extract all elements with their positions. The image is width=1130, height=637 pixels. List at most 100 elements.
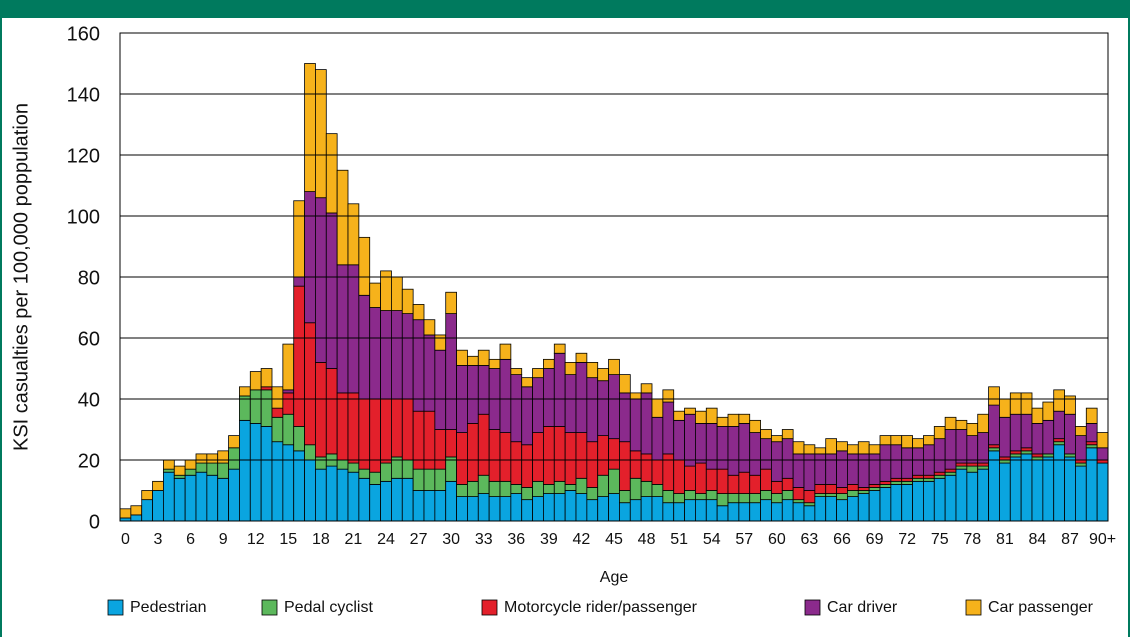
bar-segment xyxy=(488,358,501,369)
bar-segment xyxy=(358,236,371,296)
bar-segment xyxy=(1031,422,1044,455)
bar-segment xyxy=(792,502,805,522)
bar-segment xyxy=(879,487,892,522)
bar-segment xyxy=(293,450,305,522)
bar-segment xyxy=(1020,392,1033,415)
bar-segment xyxy=(619,441,631,491)
bar-segment xyxy=(434,334,447,351)
bar-segment xyxy=(814,496,827,522)
bar-segment xyxy=(401,288,414,315)
bar-segment xyxy=(966,422,979,436)
bar-segment xyxy=(716,505,729,522)
bar-segment xyxy=(1096,432,1109,449)
bar-segment xyxy=(608,493,620,522)
bar-segment xyxy=(1085,441,1098,446)
bar-segment xyxy=(304,444,316,461)
bar-segment xyxy=(130,505,143,516)
bar-segment xyxy=(1075,426,1087,437)
bar-segment xyxy=(695,422,707,464)
bar-segment xyxy=(1031,453,1044,458)
bar-segment xyxy=(933,471,946,476)
bar-segment xyxy=(575,352,588,363)
bar-segment xyxy=(510,493,523,522)
bar-segment xyxy=(738,422,751,473)
bar-segment xyxy=(836,493,848,501)
bar-segment xyxy=(933,438,946,473)
bar-segment xyxy=(575,477,588,494)
bar-segment xyxy=(814,453,827,485)
x-tick-label: 15 xyxy=(279,531,297,548)
bar-segment xyxy=(716,468,729,494)
x-tick-label: 48 xyxy=(638,531,656,548)
bar-segment xyxy=(629,450,642,479)
bar-segment xyxy=(488,496,501,522)
legend-label: Pedestrian xyxy=(130,599,207,616)
bar-segment xyxy=(163,471,175,522)
bar-segment xyxy=(575,361,588,433)
x-tick-label: 21 xyxy=(345,531,363,548)
bar-segment xyxy=(923,480,935,522)
bar-segment xyxy=(315,468,327,522)
bar-segment xyxy=(608,468,620,494)
bar-segment xyxy=(662,453,675,491)
bar-segment xyxy=(847,496,859,522)
bar-segment xyxy=(293,285,305,427)
bar-segment xyxy=(760,499,772,522)
bar-segment xyxy=(543,493,555,522)
x-tick-label: 36 xyxy=(507,531,525,548)
bar-segment xyxy=(792,453,805,488)
bar-segment xyxy=(923,477,935,482)
bar-segment xyxy=(792,487,805,501)
bar-segment xyxy=(347,392,360,464)
bar-segment xyxy=(771,502,783,522)
bar-segment xyxy=(933,474,946,479)
x-tick-label: 45 xyxy=(605,531,623,548)
bar-segment xyxy=(890,444,903,479)
bar-segment xyxy=(282,392,295,415)
bar-segment xyxy=(477,474,490,494)
bar-segment xyxy=(521,499,533,522)
bar-segment xyxy=(282,413,295,446)
bar-segment xyxy=(825,453,837,485)
bar-segment xyxy=(977,432,989,464)
bar-segment xyxy=(347,471,360,522)
bar-segment xyxy=(727,413,740,427)
bar-segment xyxy=(695,410,707,424)
bar-segment xyxy=(771,493,783,504)
bar-segment xyxy=(184,468,197,476)
bar-segment xyxy=(499,432,512,482)
bar-segment xyxy=(1096,447,1109,461)
bar-segment xyxy=(315,69,327,199)
bar-segment xyxy=(260,386,273,391)
bar-segment xyxy=(586,499,599,522)
bar-segment xyxy=(152,490,164,522)
bar-segment xyxy=(977,462,989,467)
bar-segment xyxy=(304,322,316,446)
bar-segment xyxy=(184,459,197,470)
bar-segment xyxy=(966,435,979,464)
legend-label: Motorcycle rider/passenger xyxy=(504,599,698,616)
bar-segment xyxy=(282,389,295,394)
bar-segment xyxy=(651,496,664,522)
bar-segment xyxy=(673,459,685,494)
bar-segment xyxy=(358,468,371,479)
bar-segment xyxy=(771,435,783,443)
y-axis-label: KSI casualties per 100,000 poppulation xyxy=(10,103,32,451)
bar-segment xyxy=(163,468,175,473)
bar-segment xyxy=(597,474,609,498)
bar-segment xyxy=(553,493,566,522)
bar-segment xyxy=(445,313,457,430)
bar-segment xyxy=(857,487,870,491)
bar-segment xyxy=(401,398,414,461)
bar-segment xyxy=(727,426,740,476)
bar-segment xyxy=(857,453,870,488)
bar-segment xyxy=(423,490,436,522)
bar-segment xyxy=(912,477,924,482)
bar-segment xyxy=(749,493,761,504)
bar-segment xyxy=(477,365,490,415)
bar-segment xyxy=(771,441,783,482)
bar-segment xyxy=(543,426,555,485)
bar-segment xyxy=(912,480,924,522)
bar-segment xyxy=(325,133,338,214)
bar-segment xyxy=(760,438,772,470)
